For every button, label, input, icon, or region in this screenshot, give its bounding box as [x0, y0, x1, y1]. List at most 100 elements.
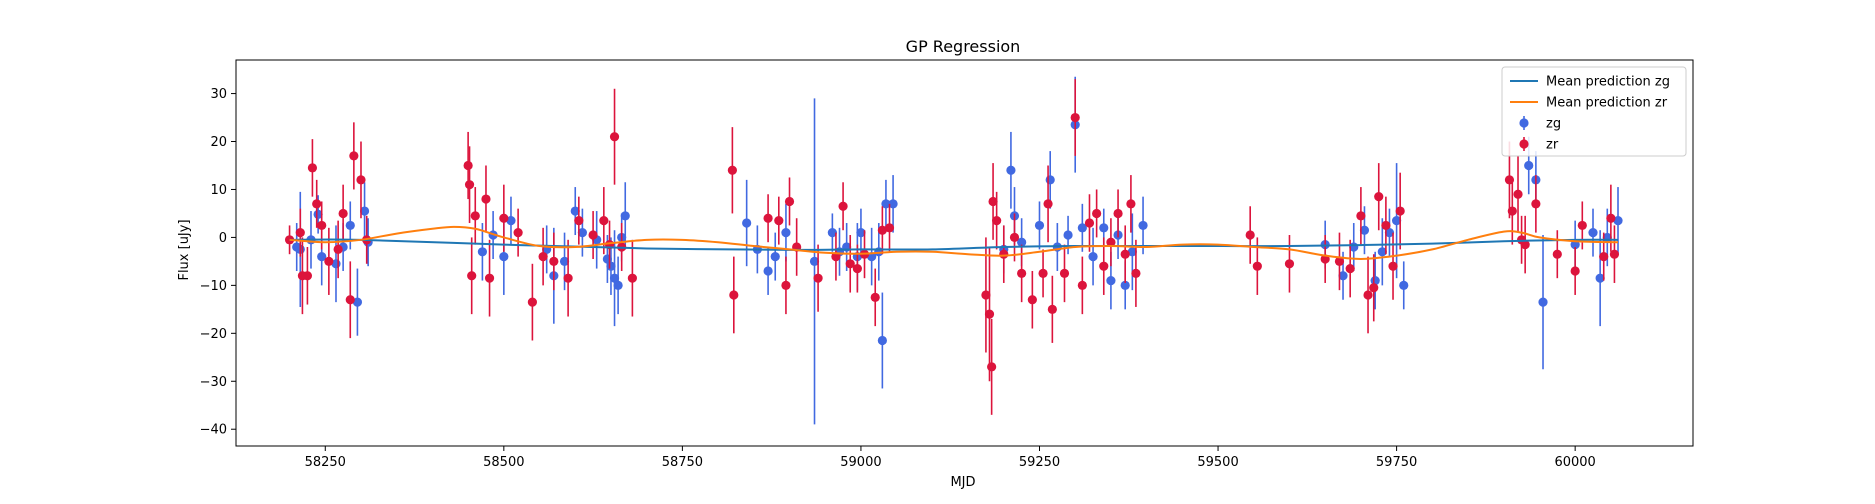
data-point-zg	[1138, 220, 1148, 231]
data-point-zg	[1399, 280, 1409, 290]
data-point-zg	[313, 209, 323, 219]
data-point-zr	[992, 216, 1002, 226]
data-point-zg	[1524, 160, 1534, 171]
data-point-zr	[549, 256, 559, 266]
data-point-zr	[781, 280, 791, 290]
data-point-zg	[559, 256, 570, 266]
x-tick-label: 58500	[483, 455, 524, 470]
data-point-zr	[884, 223, 895, 233]
data-point-zr	[1520, 240, 1530, 250]
data-point-zg	[877, 335, 887, 346]
y-tick-label: −20	[200, 327, 227, 342]
data-point-zg	[1538, 297, 1548, 307]
legend-point-marker	[1519, 118, 1529, 128]
data-point-zg	[606, 261, 616, 271]
data-point-zr	[302, 271, 313, 281]
data-point-zr	[563, 273, 573, 283]
data-point-zg	[881, 199, 891, 209]
data-point-zr	[349, 151, 359, 161]
line-mean-prediction-zg	[289, 238, 1619, 251]
data-point-zr	[1369, 283, 1379, 293]
plot-area	[284, 76, 1623, 425]
data-point-zr	[838, 201, 848, 211]
data-point-zr	[464, 180, 475, 190]
data-point-zg	[577, 228, 587, 238]
data-point-zr	[1531, 199, 1541, 209]
legend-label: zg	[1546, 117, 1561, 132]
x-tick-label: 59000	[840, 455, 881, 470]
data-point-zg	[1088, 251, 1098, 262]
legend-label: Mean prediction zg	[1546, 75, 1670, 90]
data-point-zg	[317, 251, 327, 262]
data-point-zg	[770, 251, 780, 262]
data-point-zg	[1077, 223, 1087, 233]
data-point-zg	[1034, 220, 1045, 231]
data-point-zg	[763, 266, 773, 276]
data-point-zr	[484, 273, 495, 283]
data-point-zg	[506, 216, 516, 226]
data-point-zg	[345, 220, 355, 231]
data-point-zg	[1099, 223, 1109, 233]
data-point-zr	[499, 213, 509, 223]
legend-label: zr	[1546, 138, 1559, 153]
data-point-zg	[1063, 230, 1073, 240]
data-point-zr	[1513, 189, 1523, 199]
data-point-zr	[727, 165, 737, 175]
data-point-zr	[813, 273, 823, 283]
data-point-zg	[856, 228, 866, 238]
data-point-zg	[352, 297, 363, 307]
data-point-zr	[1027, 295, 1037, 305]
x-tick-label: 60000	[1554, 455, 1595, 470]
data-point-zr	[1084, 218, 1095, 228]
data-point-zg	[1392, 216, 1402, 226]
data-point-zg	[742, 218, 752, 228]
series-zr-points	[284, 79, 1620, 415]
data-point-zr	[1120, 249, 1130, 259]
x-axis-label: MJD	[950, 475, 975, 490]
legend-point-marker	[1519, 139, 1529, 149]
data-point-zr	[1284, 259, 1295, 269]
data-point-zg	[781, 228, 791, 238]
data-point-zr	[463, 160, 473, 171]
data-point-zr	[1507, 206, 1517, 216]
data-point-zr	[1606, 213, 1616, 223]
data-point-zr	[345, 295, 355, 305]
y-tick-label: −40	[200, 423, 227, 438]
data-point-zr	[981, 290, 991, 300]
data-point-zr	[999, 249, 1009, 259]
data-point-zr	[513, 228, 523, 238]
data-point-zr	[1381, 220, 1391, 231]
data-point-zr	[574, 216, 584, 226]
data-point-zr	[1552, 249, 1562, 259]
data-point-zr	[356, 175, 366, 185]
data-point-zr	[870, 292, 880, 302]
data-point-zg	[1106, 275, 1116, 286]
data-point-zg	[1017, 237, 1027, 247]
data-point-zg	[1613, 216, 1623, 226]
data-point-zg	[499, 251, 509, 262]
y-tick-label: −10	[200, 279, 227, 294]
data-point-zr	[317, 220, 327, 231]
data-point-zg	[1595, 273, 1605, 283]
x-tick-label: 59250	[1019, 455, 1060, 470]
data-point-zr	[1070, 112, 1080, 123]
data-point-zg	[1359, 225, 1370, 235]
data-point-zr	[312, 199, 322, 209]
data-point-zr	[1099, 261, 1109, 271]
data-point-zr	[1345, 263, 1355, 274]
data-point-zr	[987, 362, 997, 372]
data-point-zr	[1017, 268, 1027, 278]
x-tick-label: 59750	[1376, 455, 1417, 470]
y-tick-label: 10	[210, 183, 227, 198]
data-point-zg	[1384, 228, 1395, 238]
data-point-zr	[609, 132, 620, 142]
data-point-zr	[984, 309, 995, 319]
data-point-zg	[809, 256, 820, 266]
data-point-zg	[1127, 247, 1137, 257]
data-point-zr	[307, 163, 318, 173]
data-point-zr	[538, 251, 548, 262]
data-point-zg	[1377, 247, 1387, 257]
data-point-zg	[609, 273, 620, 283]
data-point-zg	[1588, 228, 1598, 238]
data-point-zr	[1245, 230, 1255, 240]
